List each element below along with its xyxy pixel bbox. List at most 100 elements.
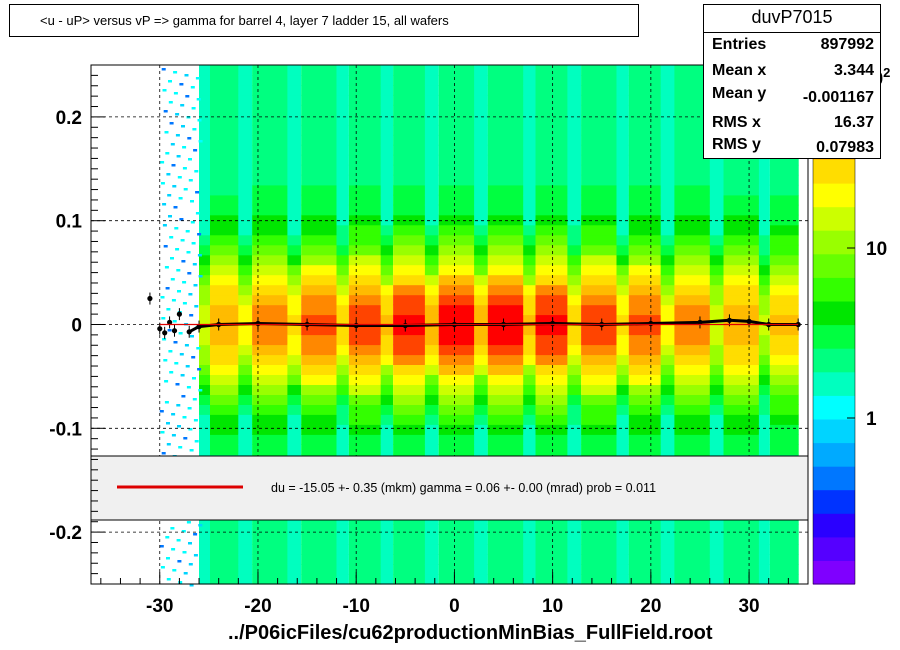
heat-cell [660,224,675,236]
heat-cell [393,384,426,395]
heat-cell [336,344,349,356]
heat-cell [166,173,171,176]
heat-cell [210,314,239,326]
heat-cell [210,184,239,196]
heat-cell [393,354,426,365]
heat-cell [287,204,302,216]
heat-cell [628,164,662,176]
heat-cell [348,434,382,445]
profile-point [402,322,408,329]
heat-cell [195,191,200,194]
heat-cell [380,204,394,216]
heat-cell [187,272,192,275]
heat-cell [336,254,349,266]
heat-cell [252,94,288,106]
heat-cell [487,75,524,86]
heat-cell [581,564,617,575]
heat-cell [393,94,426,106]
heat-cell [769,264,799,276]
heat-cell [723,534,760,545]
heat-cell [393,124,426,136]
heat-cell [336,324,349,336]
heat-cell [287,85,302,96]
x-tick-label: -20 [244,596,271,617]
heat-cell [159,410,164,413]
heat-cell [758,554,770,565]
heat-cell [660,114,675,126]
heat-cell [238,354,253,365]
heat-cell [581,444,617,455]
heat-cell [393,184,426,196]
heat-cell [628,264,662,276]
heat-cell [287,364,302,375]
heat-cell [581,574,617,585]
title-box: <u - uP> versus vP => gamma for barrel 4… [9,4,639,37]
heat-cell [160,296,165,299]
heat-cell [581,114,617,126]
heat-cell [523,374,536,385]
stats-label: Entries [712,36,767,53]
heat-cell [628,214,662,226]
heat-cell [424,394,439,405]
heat-cell [301,374,338,385]
heat-cell [194,305,199,308]
heat-cell [523,194,536,206]
heat-cell [301,414,338,425]
heat-cell [523,124,536,136]
heat-cell [674,304,711,316]
heat-cell [660,204,675,216]
profile-point [648,320,654,327]
heat-cell [660,194,675,206]
heat-cell [535,444,568,455]
heat-cell [380,65,394,76]
heat-cell [159,545,164,548]
heat-cell [581,134,617,146]
heat-cell [660,524,675,535]
heat-cell [523,224,536,236]
heat-cell [238,204,253,216]
profile-point [167,319,173,325]
heat-cell [170,278,175,281]
heat-cell [769,554,799,565]
heat-cell [535,274,568,286]
heat-cell [758,574,770,585]
heat-cell [380,224,394,236]
heat-cell [170,527,175,530]
heat-cell [487,224,524,236]
heat-cell [210,194,239,206]
heat-cell [168,101,173,104]
heat-cell [287,354,302,365]
heat-cell [674,444,711,455]
heat-cell [166,422,170,425]
heat-cell [438,394,475,405]
heat-cell [287,174,302,186]
heat-cell [674,294,711,306]
heat-cell [210,75,239,86]
heat-cell [474,384,488,395]
heat-cell [581,294,617,306]
heat-cell [336,274,349,286]
heat-cell [193,533,198,536]
heat-cell [252,184,288,196]
heat-cell [162,338,167,341]
heat-cell [438,234,475,246]
heat-cell [438,224,475,236]
heat-cell [660,344,675,356]
heat-cell [380,154,394,166]
heat-cell [287,334,302,346]
heat-cell [758,294,770,306]
heat-cell [769,274,799,286]
heat-cell [769,424,799,435]
heat-cell [336,224,349,236]
heat-cell [199,324,210,336]
heat-cell [567,404,582,415]
heat-cell [628,284,662,296]
heat-cell [660,534,675,545]
heat-cell [199,384,210,395]
heat-cell [348,404,382,415]
heat-cell [628,75,662,86]
heat-cell [616,134,629,146]
heat-cell [210,374,239,385]
heat-cell [616,65,629,76]
